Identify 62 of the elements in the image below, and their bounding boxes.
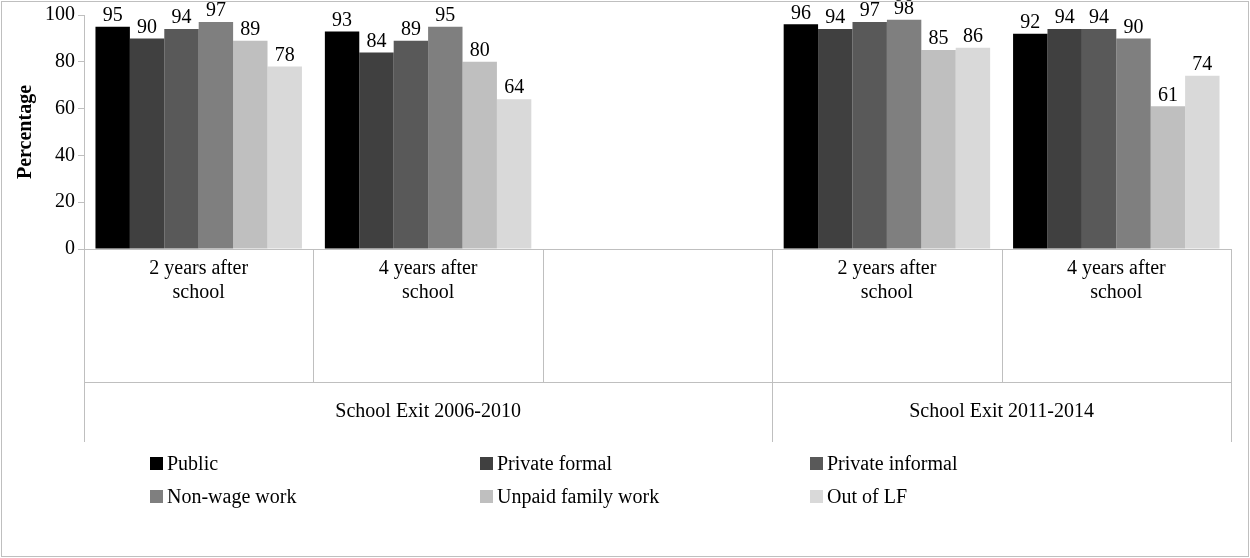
bar: [886, 19, 922, 249]
data-label: 86: [962, 24, 983, 47]
data-label: 94: [171, 5, 192, 28]
bar: [164, 29, 199, 249]
data-label: 85: [928, 26, 949, 49]
y-tick-label: 20: [55, 189, 75, 212]
data-label: 95: [102, 2, 123, 25]
data-label: 94: [1089, 5, 1110, 28]
bar: [324, 31, 360, 249]
bar: [393, 40, 429, 249]
data-label: 97: [859, 0, 880, 21]
data-label: 94: [1054, 5, 1075, 28]
data-label: 84: [366, 28, 387, 51]
x-tick-label: 4 years after school: [1066, 256, 1167, 303]
bar: [1185, 75, 1220, 249]
text: School Exit 2011-2014: [909, 399, 1095, 422]
data-label: 92: [1020, 9, 1041, 32]
data-label: 61: [1157, 82, 1178, 105]
bar: [955, 47, 991, 249]
legend-label: Unpaid family work: [497, 485, 660, 508]
y-axis-title: Percentage: [13, 84, 37, 180]
x-tick-label: 2 years after school: [837, 256, 937, 303]
data-label: 78: [274, 42, 295, 65]
y-tick-label: 60: [55, 95, 75, 118]
data-label: 90: [137, 14, 158, 37]
data-label: 93: [332, 7, 353, 30]
text: School Exit 2006-2010: [335, 399, 521, 422]
y-tick-label: 100: [45, 2, 75, 25]
data-label: 96: [790, 0, 811, 23]
data-label: 97: [205, 0, 226, 21]
data-label: 89: [240, 16, 261, 39]
bar: [1081, 29, 1117, 249]
bar: [1047, 29, 1082, 249]
bar: [267, 66, 302, 249]
legend-label: Public: [167, 452, 219, 475]
y-tick-label: 0: [65, 236, 75, 259]
bar: [496, 99, 532, 249]
bar: [95, 26, 130, 249]
bar: [198, 22, 234, 249]
bar: [359, 52, 394, 249]
bar: [783, 24, 819, 249]
legend-label: Non-wage work: [167, 485, 297, 508]
data-label: 90: [1123, 14, 1144, 37]
legend-label: Out of LF: [827, 485, 907, 508]
data-label: 64: [504, 75, 525, 98]
bar: [129, 38, 165, 249]
legend-label: Private formal: [497, 452, 612, 475]
y-tick-label: 80: [55, 49, 75, 72]
bar: [1013, 33, 1048, 249]
x-tick-label: 4 years after school: [378, 256, 478, 303]
bar: [818, 29, 853, 249]
bar: [852, 22, 887, 249]
data-label: 74: [1192, 52, 1213, 75]
bar: [1116, 38, 1151, 249]
legend-label: Private informal: [827, 452, 958, 475]
data-label: 95: [435, 2, 456, 25]
x-tick-label: 2 years after school: [149, 256, 249, 303]
y-tick-label: 40: [55, 142, 75, 165]
bar: [428, 26, 463, 249]
data-label: 94: [825, 5, 846, 28]
data-label: 89: [400, 16, 421, 39]
data-label: 80: [469, 38, 490, 61]
